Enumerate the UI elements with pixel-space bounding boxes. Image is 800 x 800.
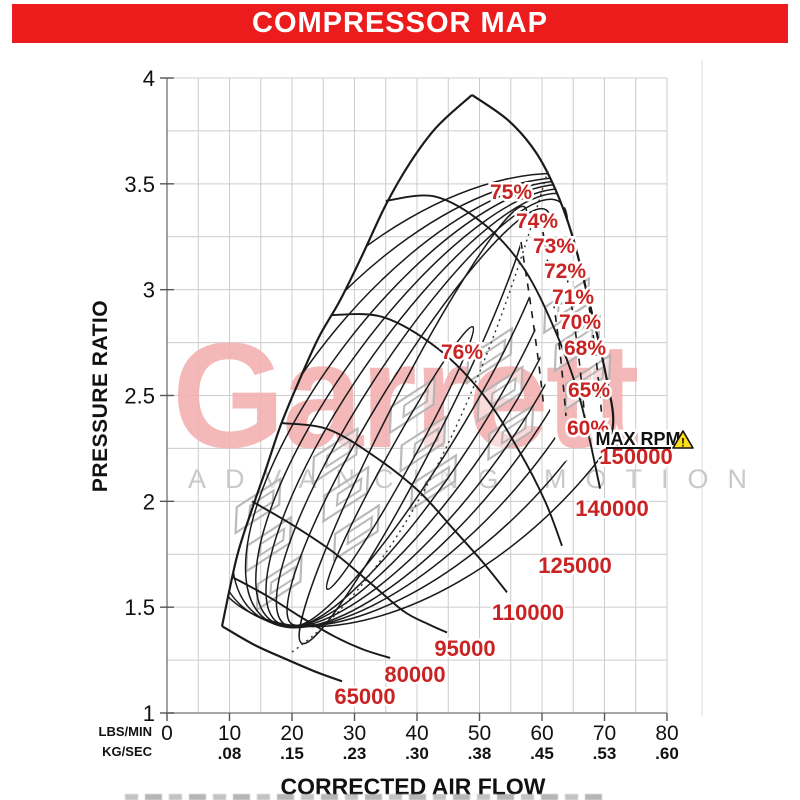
efficiency-dash-curve [561, 247, 587, 433]
efficiency-label: 65% [568, 379, 610, 402]
stripe-glyph-inner [577, 364, 605, 396]
title-bar: COMPRESSOR MAP [12, 4, 788, 43]
x-tick-label-kg: .15 [280, 744, 304, 763]
speed-line [251, 500, 448, 634]
speed-line [330, 313, 563, 547]
y-tick-label: 2.5 [124, 383, 155, 408]
efficiency-island-contour [286, 207, 552, 627]
speed-line [471, 94, 615, 460]
x-tick-label-lbs: 10 [218, 722, 241, 745]
efficiency-label: 74% [516, 210, 558, 233]
x-tick-label-kg: .23 [343, 744, 367, 763]
efficiency-label: 60% [567, 417, 609, 440]
stripe-glyph-inner [556, 288, 584, 319]
x-tick-label-lbs: 70 [593, 722, 616, 745]
speed-lines [220, 94, 615, 683]
x-unit-label-kg: KG/SEC [102, 744, 152, 759]
x-tick-label-lbs: 60 [530, 722, 553, 745]
x-tick-label-lbs: 40 [405, 722, 428, 745]
efficiency-label: 73% [533, 235, 575, 258]
x-tick-label-lbs: 20 [280, 722, 303, 745]
x-tick-label-kg: .08 [218, 744, 242, 763]
page-title: COMPRESSOR MAP [252, 7, 548, 39]
surge-line [220, 94, 473, 627]
rpm-label: 95000 [434, 636, 495, 661]
max-rpm-label: MAX RPM [596, 429, 681, 449]
stripe-glyph-inner [402, 388, 430, 419]
x-tick-label-kg: .53 [593, 744, 617, 763]
rpm-label: 125000 [538, 553, 611, 578]
speed-line [281, 422, 508, 593]
y-tick-label: 1 [143, 701, 155, 726]
y-tick-label: 3.5 [124, 172, 155, 197]
stripe-glyph-inner [258, 526, 286, 558]
stripe-glyph-inner [269, 565, 296, 596]
stripe-glyph-inner [412, 426, 440, 458]
efficiency-island-contour [298, 205, 528, 645]
x-tick-label-kg: .38 [468, 744, 492, 763]
efficiency-island-contour [325, 325, 475, 591]
peak-efficiency-dotted-line [291, 169, 549, 653]
rpm-label: 65000 [334, 684, 395, 709]
rpm-label: 80000 [384, 662, 445, 687]
speed-line [232, 576, 391, 659]
x-tick-label-kg: .30 [405, 744, 429, 763]
x-tick-label-lbs: 80 [655, 722, 678, 745]
rpm-label: 140000 [575, 496, 648, 521]
efficiency-label: 75% [490, 181, 532, 204]
x-tick-label-lbs: 0 [161, 722, 173, 745]
y-axis-title: PRESSURE RATIO [89, 299, 112, 493]
efficiency-label: 71% [552, 286, 594, 309]
efficiency-dashed-segments [520, 231, 605, 443]
stripe-glyph-inner [567, 326, 594, 357]
y-tick-label: 2 [143, 489, 155, 514]
labels-layer: 76% 75% 74%73%72% 71%70% 68% 65% 60% 6500080000… [332, 179, 694, 712]
cut-off-footer-text [125, 794, 605, 800]
stripe-glyph-inner [500, 414, 528, 446]
stripe-glyph-inner [346, 515, 374, 546]
speed-line [221, 625, 343, 683]
x-unit-label-lbs: LBS/MIN [98, 724, 152, 739]
efficiency-label: 76% [441, 341, 483, 364]
x-tick-label-lbs: 50 [468, 722, 491, 745]
x-tick-label-kg: .60 [655, 744, 679, 763]
x-tick-label-lbs: 30 [343, 722, 366, 745]
efficiency-label: 68% [564, 337, 606, 360]
warning-icon-exclamation: ! [681, 436, 685, 450]
y-tick-label: 4 [143, 66, 155, 91]
warning-icon [672, 430, 694, 449]
speed-line [385, 194, 602, 489]
efficiency-label: 70% [559, 311, 601, 334]
y-tick-label: 1.5 [124, 595, 155, 620]
rpm-label: 110000 [492, 600, 564, 625]
efficiency-label: 72% [544, 260, 586, 283]
efficiency-dash-curve [520, 241, 545, 409]
x-tick-label-kg: .45 [530, 744, 554, 763]
y-tick-label: 3 [143, 278, 155, 303]
efficiency-dash-curve [542, 231, 567, 417]
